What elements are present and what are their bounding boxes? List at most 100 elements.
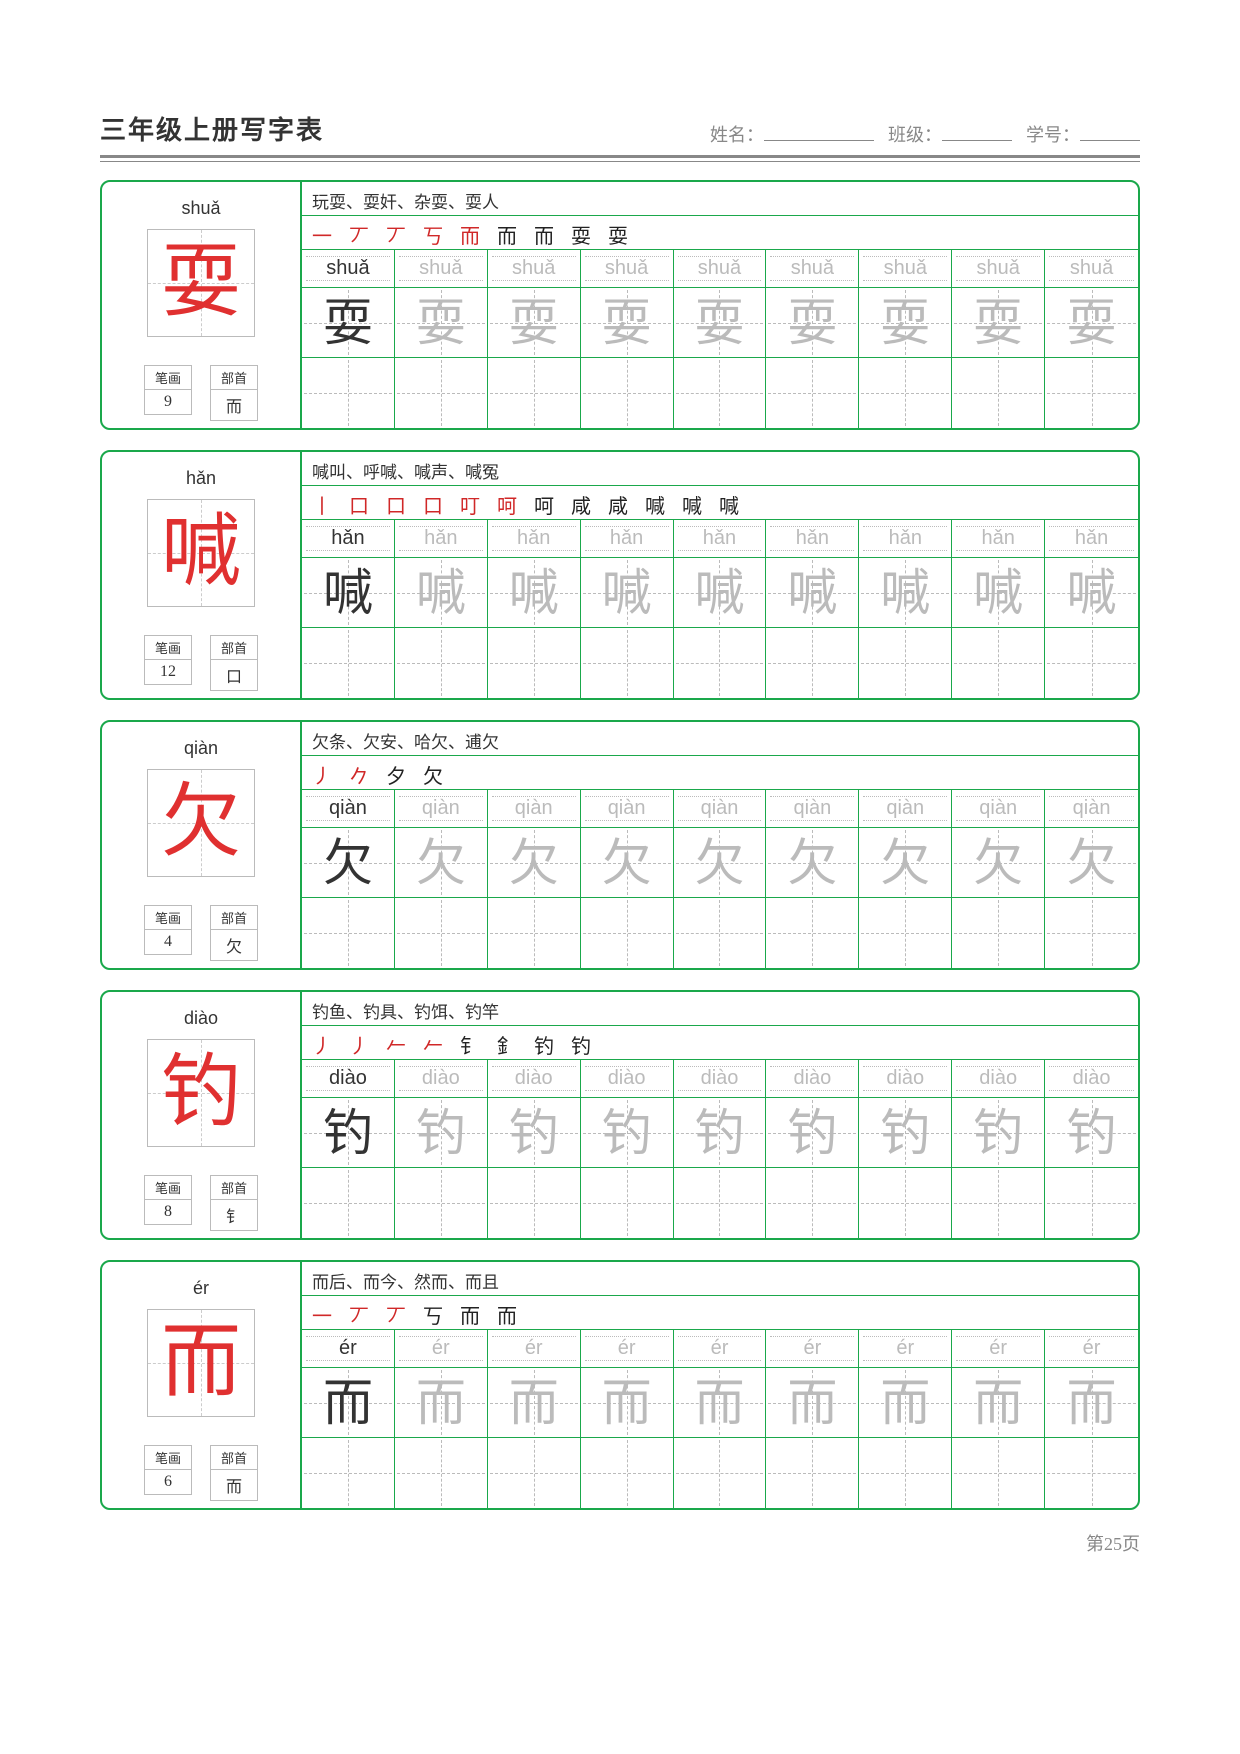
empty-cell[interactable]	[1045, 628, 1138, 698]
pinyin-cell[interactable]: ér	[488, 1330, 581, 1368]
empty-cell[interactable]	[766, 358, 859, 428]
pinyin-cell[interactable]: qiàn	[1045, 790, 1138, 828]
char-cell[interactable]: 欠	[488, 828, 581, 898]
empty-cell[interactable]	[859, 628, 952, 698]
empty-cell[interactable]	[395, 358, 488, 428]
pinyin-cell[interactable]: diào	[859, 1060, 952, 1098]
pinyin-cell[interactable]: hǎn	[395, 520, 488, 558]
char-cell[interactable]: 喊	[859, 558, 952, 628]
pinyin-cell[interactable]: ér	[766, 1330, 859, 1368]
char-cell[interactable]: 而	[488, 1368, 581, 1438]
pinyin-cell[interactable]: hǎn	[766, 520, 859, 558]
pinyin-cell[interactable]: shuǎ	[1045, 250, 1138, 288]
char-cell[interactable]: 欠	[766, 828, 859, 898]
char-cell[interactable]: 耍	[859, 288, 952, 358]
empty-cell[interactable]	[674, 898, 767, 968]
empty-cell[interactable]	[581, 628, 674, 698]
char-cell[interactable]: 喊	[1045, 558, 1138, 628]
pinyin-cell[interactable]: qiàn	[952, 790, 1045, 828]
char-cell[interactable]: 耍	[488, 288, 581, 358]
empty-cell[interactable]	[766, 1168, 859, 1238]
empty-cell[interactable]	[302, 1168, 395, 1238]
char-cell[interactable]: 耍	[1045, 288, 1138, 358]
pinyin-cell[interactable]: ér	[952, 1330, 1045, 1368]
empty-cell[interactable]	[488, 1168, 581, 1238]
pinyin-cell[interactable]: shuǎ	[674, 250, 767, 288]
pinyin-cell[interactable]: shuǎ	[581, 250, 674, 288]
pinyin-cell[interactable]: qiàn	[581, 790, 674, 828]
char-cell[interactable]: 而	[395, 1368, 488, 1438]
empty-cell[interactable]	[488, 628, 581, 698]
pinyin-cell[interactable]: ér	[1045, 1330, 1138, 1368]
char-cell[interactable]: 耍	[952, 288, 1045, 358]
char-cell[interactable]: 而	[952, 1368, 1045, 1438]
empty-cell[interactable]	[395, 1168, 488, 1238]
empty-cell[interactable]	[395, 898, 488, 968]
class-blank[interactable]	[942, 121, 1012, 141]
empty-cell[interactable]	[395, 1438, 488, 1508]
pinyin-cell[interactable]: hǎn	[952, 520, 1045, 558]
pinyin-cell[interactable]: diào	[395, 1060, 488, 1098]
pinyin-cell[interactable]: qiàn	[395, 790, 488, 828]
pinyin-cell[interactable]: ér	[302, 1330, 395, 1368]
pinyin-cell[interactable]: diào	[952, 1060, 1045, 1098]
char-cell[interactable]: 钓	[581, 1098, 674, 1168]
pinyin-cell[interactable]: diào	[674, 1060, 767, 1098]
pinyin-cell[interactable]: qiàn	[766, 790, 859, 828]
pinyin-cell[interactable]: shuǎ	[302, 250, 395, 288]
empty-cell[interactable]	[674, 358, 767, 428]
pinyin-cell[interactable]: shuǎ	[766, 250, 859, 288]
empty-cell[interactable]	[1045, 1168, 1138, 1238]
empty-cell[interactable]	[1045, 898, 1138, 968]
char-cell[interactable]: 钓	[952, 1098, 1045, 1168]
pinyin-cell[interactable]: hǎn	[581, 520, 674, 558]
pinyin-cell[interactable]: diào	[488, 1060, 581, 1098]
id-blank[interactable]	[1080, 121, 1140, 141]
char-cell[interactable]: 钓	[859, 1098, 952, 1168]
pinyin-cell[interactable]: qiàn	[859, 790, 952, 828]
pinyin-cell[interactable]: hǎn	[488, 520, 581, 558]
pinyin-cell[interactable]: shuǎ	[952, 250, 1045, 288]
char-cell[interactable]: 耍	[302, 288, 395, 358]
pinyin-cell[interactable]: shuǎ	[859, 250, 952, 288]
pinyin-cell[interactable]: hǎn	[302, 520, 395, 558]
char-cell[interactable]: 钓	[1045, 1098, 1138, 1168]
char-cell[interactable]: 而	[859, 1368, 952, 1438]
pinyin-cell[interactable]: hǎn	[859, 520, 952, 558]
empty-cell[interactable]	[488, 1438, 581, 1508]
empty-cell[interactable]	[766, 898, 859, 968]
char-cell[interactable]: 喊	[395, 558, 488, 628]
empty-cell[interactable]	[581, 1438, 674, 1508]
empty-cell[interactable]	[1045, 358, 1138, 428]
char-cell[interactable]: 耍	[581, 288, 674, 358]
empty-cell[interactable]	[1045, 1438, 1138, 1508]
pinyin-cell[interactable]: diào	[766, 1060, 859, 1098]
char-cell[interactable]: 欠	[859, 828, 952, 898]
empty-cell[interactable]	[302, 898, 395, 968]
char-cell[interactable]: 而	[766, 1368, 859, 1438]
char-cell[interactable]: 喊	[674, 558, 767, 628]
char-cell[interactable]: 喊	[952, 558, 1045, 628]
char-cell[interactable]: 欠	[1045, 828, 1138, 898]
empty-cell[interactable]	[302, 358, 395, 428]
empty-cell[interactable]	[674, 628, 767, 698]
empty-cell[interactable]	[302, 628, 395, 698]
char-cell[interactable]: 而	[1045, 1368, 1138, 1438]
char-cell[interactable]: 喊	[488, 558, 581, 628]
pinyin-cell[interactable]: qiàn	[488, 790, 581, 828]
char-cell[interactable]: 欠	[952, 828, 1045, 898]
empty-cell[interactable]	[859, 1438, 952, 1508]
char-cell[interactable]: 喊	[581, 558, 674, 628]
char-cell[interactable]: 喊	[302, 558, 395, 628]
char-cell[interactable]: 喊	[766, 558, 859, 628]
empty-cell[interactable]	[766, 628, 859, 698]
pinyin-cell[interactable]: ér	[674, 1330, 767, 1368]
pinyin-cell[interactable]: ér	[581, 1330, 674, 1368]
empty-cell[interactable]	[859, 898, 952, 968]
empty-cell[interactable]	[395, 628, 488, 698]
pinyin-cell[interactable]: qiàn	[674, 790, 767, 828]
char-cell[interactable]: 而	[302, 1368, 395, 1438]
char-cell[interactable]: 钓	[488, 1098, 581, 1168]
char-cell[interactable]: 欠	[674, 828, 767, 898]
pinyin-cell[interactable]: hǎn	[674, 520, 767, 558]
